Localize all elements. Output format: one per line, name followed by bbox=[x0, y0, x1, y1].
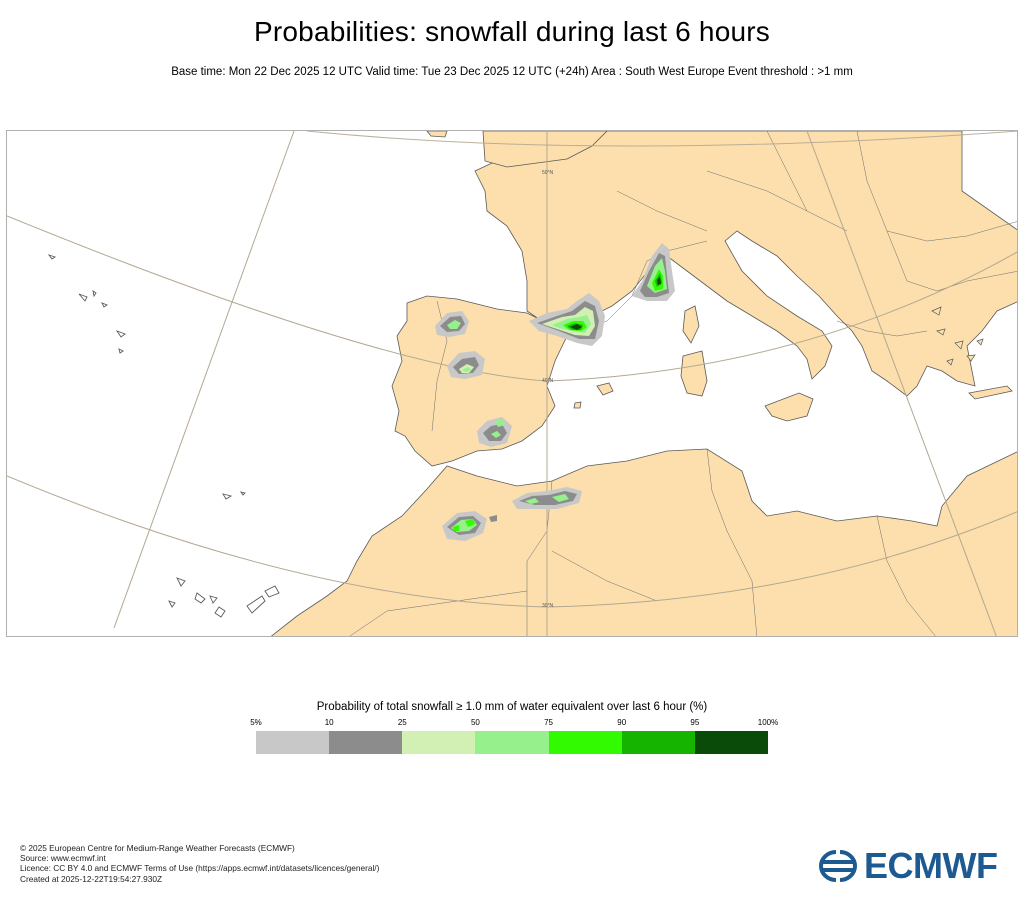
legend-swatch bbox=[621, 731, 695, 754]
legend-swatch bbox=[402, 731, 476, 754]
legend-ticks: 5% 10 25 50 75 90 95 100% bbox=[250, 718, 778, 730]
footer-created: Created at 2025-12-22T19:54:27.930Z bbox=[20, 873, 163, 884]
corsica bbox=[682, 305, 700, 344]
legend-tick: 50 bbox=[470, 718, 480, 727]
legend-tick: 75 bbox=[544, 718, 554, 727]
snow-patch-sierra-nevada bbox=[477, 417, 512, 447]
legend-swatch bbox=[329, 731, 403, 754]
legend-tick: 100% bbox=[757, 718, 779, 727]
legend-tick: 90 bbox=[617, 718, 627, 727]
ecmwf-logo-text: ECMWF bbox=[864, 845, 998, 886]
chart-subtitle: Base time: Mon 22 Dec 2025 12 UTC Valid … bbox=[171, 66, 853, 78]
land-layer bbox=[270, 131, 1017, 636]
graticule-label-50n: 50°N bbox=[542, 170, 554, 176]
britain-south bbox=[482, 131, 608, 168]
graticule-label-30n: 30°N bbox=[542, 603, 554, 609]
snow-patch-pyrenees bbox=[529, 293, 605, 346]
balearic-ibiza bbox=[573, 401, 582, 409]
crete bbox=[968, 385, 1013, 400]
legend-swatch bbox=[548, 731, 622, 754]
legend-tick: 25 bbox=[397, 718, 407, 727]
legend-swatch bbox=[694, 731, 768, 754]
map-panel[interactable]: 50°N 40°N 30°N bbox=[6, 130, 1018, 637]
snow-patch-central-spain bbox=[447, 351, 485, 379]
snow-patch-atlas bbox=[442, 511, 497, 541]
legend-swatch bbox=[256, 731, 330, 754]
north-africa bbox=[270, 448, 1017, 636]
sardinia bbox=[680, 350, 708, 397]
legend-tick: 5% bbox=[250, 718, 262, 727]
snow-patch-cantabria bbox=[435, 311, 469, 337]
legend-title: Probability of total snowfall ≥ 1.0 mm o… bbox=[316, 701, 708, 713]
balearic-mallorca bbox=[596, 382, 614, 396]
chart-title: Probabilities: snowfall during last 6 ho… bbox=[254, 16, 770, 47]
snow-patch-alps bbox=[632, 243, 675, 301]
footer-licence: Licence: CC BY 4.0 and ECMWF Terms of Us… bbox=[20, 863, 380, 874]
iberia bbox=[391, 295, 568, 467]
map-canvas: 50°N 40°N 30°N bbox=[7, 131, 1017, 636]
atlantic-islands bbox=[47, 254, 280, 618]
ecmwf-logo-icon bbox=[819, 850, 857, 882]
footer-source: Source: www.ecmwf.int bbox=[20, 853, 106, 864]
graticule bbox=[7, 131, 1017, 636]
legend-swatch bbox=[475, 731, 549, 754]
britain-tip bbox=[426, 131, 448, 138]
snow-probability-layer bbox=[435, 243, 675, 541]
aegean-islands bbox=[931, 306, 984, 366]
snow-patch-algeria bbox=[512, 487, 582, 509]
graticule-label-40n: 40°N bbox=[542, 378, 554, 384]
footer-copyright: © 2025 European Centre for Medium-Range … bbox=[20, 843, 295, 853]
legend-colorbar bbox=[256, 731, 768, 754]
footer-credits: © 2025 European Centre for Medium-Range … bbox=[20, 843, 379, 884]
sicily bbox=[764, 392, 814, 422]
legend-tick: 95 bbox=[690, 718, 700, 727]
ecmwf-logo[interactable]: ECMWF bbox=[814, 846, 1009, 886]
legend-tick: 10 bbox=[324, 718, 334, 727]
